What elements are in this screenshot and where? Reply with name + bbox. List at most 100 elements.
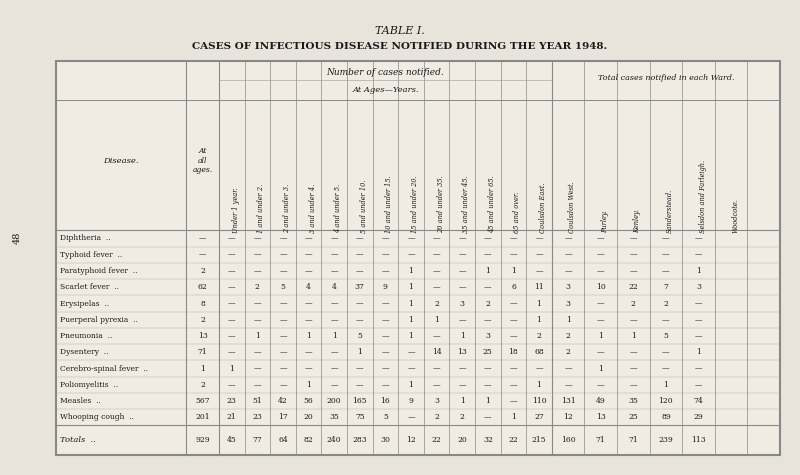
Text: 1: 1: [409, 332, 414, 340]
Text: —: —: [228, 381, 235, 389]
Text: 1: 1: [486, 267, 490, 275]
Text: 2: 2: [566, 332, 570, 340]
Text: —: —: [254, 300, 261, 307]
Text: 75: 75: [355, 413, 365, 421]
Text: —: —: [694, 332, 702, 340]
Text: —: —: [356, 364, 364, 372]
Text: —: —: [254, 235, 261, 242]
Text: —: —: [279, 267, 286, 275]
Text: Erysipelas  ..: Erysipelas ..: [60, 300, 109, 307]
Text: 5: 5: [281, 283, 286, 291]
Text: —: —: [458, 251, 466, 259]
Text: —: —: [254, 251, 261, 259]
Text: 1: 1: [598, 332, 603, 340]
Text: 7: 7: [663, 283, 668, 291]
Text: 32: 32: [483, 436, 493, 444]
Text: —: —: [382, 364, 390, 372]
Text: —: —: [458, 267, 466, 275]
Text: Measles  ..: Measles ..: [60, 397, 101, 405]
Text: 2: 2: [200, 267, 205, 275]
Text: —: —: [564, 381, 572, 389]
Text: 10 and under 15.: 10 and under 15.: [386, 175, 394, 233]
Text: —: —: [458, 283, 466, 291]
Text: —: —: [228, 316, 235, 324]
Text: 567: 567: [195, 397, 210, 405]
Text: 2: 2: [486, 300, 490, 307]
Text: —: —: [510, 364, 518, 372]
Text: 239: 239: [658, 436, 674, 444]
Text: —: —: [564, 251, 572, 259]
Text: 1: 1: [663, 381, 668, 389]
Text: —: —: [662, 316, 670, 324]
Text: 1: 1: [696, 348, 701, 356]
Text: 1: 1: [230, 364, 234, 372]
Text: —: —: [630, 316, 637, 324]
Text: 1: 1: [460, 397, 465, 405]
Text: —: —: [254, 364, 261, 372]
Text: —: —: [356, 381, 364, 389]
Text: 49: 49: [596, 397, 606, 405]
Text: —: —: [458, 381, 466, 389]
Text: 22: 22: [629, 283, 638, 291]
Text: 62: 62: [198, 283, 207, 291]
Text: Total cases notified in each Ward.: Total cases notified in each Ward.: [598, 74, 734, 82]
Text: 27: 27: [534, 413, 544, 421]
Text: —: —: [694, 235, 702, 242]
Text: 160: 160: [561, 436, 575, 444]
Text: —: —: [330, 364, 338, 372]
Text: 1: 1: [486, 397, 490, 405]
Text: 5: 5: [383, 413, 388, 421]
Text: —: —: [662, 364, 670, 372]
Text: 35: 35: [629, 397, 638, 405]
Text: 1: 1: [511, 267, 516, 275]
Text: Sanderstead.: Sanderstead.: [666, 189, 674, 233]
Text: —: —: [330, 251, 338, 259]
Text: —: —: [597, 251, 605, 259]
Text: 5 and under 10.: 5 and under 10.: [360, 179, 368, 233]
Text: 15 and under 20.: 15 and under 20.: [411, 175, 419, 233]
Text: 1: 1: [566, 316, 570, 324]
Text: 56: 56: [304, 397, 314, 405]
Text: 20: 20: [458, 436, 467, 444]
Text: —: —: [305, 251, 312, 259]
Text: —: —: [279, 300, 286, 307]
Text: 5: 5: [358, 332, 362, 340]
Text: —: —: [305, 364, 312, 372]
Text: —: —: [662, 251, 670, 259]
Text: —: —: [510, 251, 518, 259]
Text: 25: 25: [483, 348, 493, 356]
Text: —: —: [279, 332, 286, 340]
Text: —: —: [630, 381, 637, 389]
Text: Paratyphoid fever  ..: Paratyphoid fever ..: [60, 267, 138, 275]
Text: 9: 9: [409, 397, 414, 405]
Text: 3 and under 4.: 3 and under 4.: [309, 183, 317, 233]
Text: —: —: [433, 283, 441, 291]
Text: —: —: [484, 316, 492, 324]
Text: Number of cases notified.: Number of cases notified.: [326, 68, 444, 77]
Text: —: —: [382, 348, 390, 356]
Text: At Ages—Years.: At Ages—Years.: [352, 86, 418, 94]
Text: 51: 51: [253, 397, 262, 405]
Text: —: —: [630, 251, 637, 259]
Text: —: —: [535, 235, 543, 242]
Text: —: —: [535, 267, 543, 275]
Text: —: —: [564, 364, 572, 372]
Text: Kenley.: Kenley.: [634, 209, 642, 233]
Text: —: —: [382, 235, 390, 242]
Text: —: —: [279, 316, 286, 324]
Text: —: —: [279, 348, 286, 356]
Text: 2: 2: [663, 300, 668, 307]
Text: —: —: [458, 364, 466, 372]
Text: —: —: [356, 251, 364, 259]
Text: —: —: [694, 381, 702, 389]
Text: 20 and under 35.: 20 and under 35.: [437, 175, 445, 233]
Text: 1: 1: [537, 316, 542, 324]
Text: 21: 21: [227, 413, 237, 421]
Text: —: —: [305, 267, 312, 275]
Text: 30: 30: [381, 436, 390, 444]
Text: 215: 215: [532, 436, 546, 444]
Text: 12: 12: [406, 436, 416, 444]
Text: 165: 165: [353, 397, 367, 405]
Text: 17: 17: [278, 413, 288, 421]
Text: —: —: [382, 251, 390, 259]
